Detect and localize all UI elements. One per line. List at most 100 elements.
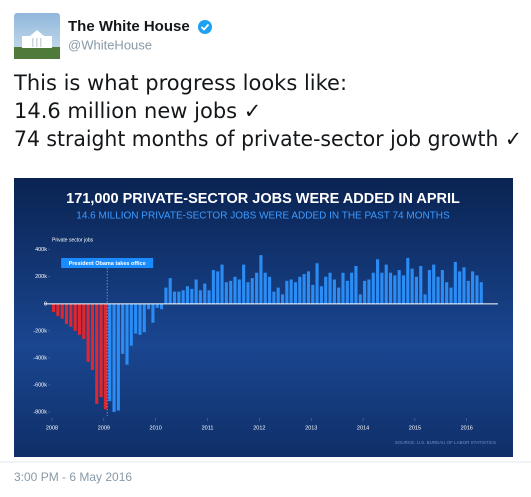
bar (172, 291, 177, 304)
bar (177, 291, 181, 304)
bar (432, 264, 436, 304)
bar (350, 272, 354, 304)
bar (393, 275, 397, 304)
bar (376, 259, 380, 304)
y-tick-label: 400k (35, 247, 47, 253)
bar (388, 272, 393, 304)
tweet-text: 14.6 million new jobs ✓ (14, 99, 261, 123)
bar (185, 286, 190, 304)
annotation-box (61, 258, 154, 268)
bar (354, 265, 358, 304)
bar (302, 274, 306, 304)
bar (289, 279, 293, 304)
chart-title: 171,000 PRIVATE-SECTOR JOBS WERE ADDED I… (66, 191, 460, 207)
bar (242, 264, 246, 304)
bar (298, 276, 302, 304)
bar (142, 303, 146, 333)
bar (90, 303, 94, 371)
bar (233, 276, 237, 304)
y-tick-label: -600k (33, 382, 47, 388)
annotation-text: President Obama takes office (69, 261, 146, 267)
bar (436, 276, 440, 304)
bar (272, 291, 276, 304)
bar (211, 270, 215, 304)
bar (194, 279, 198, 304)
verified-badge (198, 20, 212, 34)
x-tick-label: 2010 (150, 425, 162, 431)
bar (401, 275, 406, 304)
tweet-text: 74 straight months of private-sector job… (14, 127, 522, 151)
bar (449, 287, 453, 304)
account-name[interactable]: The White House (68, 18, 190, 35)
bar (95, 303, 99, 404)
bar (358, 294, 362, 304)
bar (73, 303, 77, 331)
x-tick-label: 2008 (46, 425, 58, 431)
bar (181, 290, 185, 304)
bar (220, 264, 224, 304)
bar (315, 263, 319, 304)
bar (159, 303, 164, 310)
bar (410, 268, 414, 304)
bar (168, 278, 172, 304)
bar (190, 288, 194, 304)
bar (406, 257, 410, 304)
bar (155, 303, 159, 308)
bar (82, 303, 86, 339)
bar (64, 303, 69, 325)
bar (259, 255, 263, 304)
bar (471, 271, 475, 304)
source: SOURCE: U.S. BUREAU OF LABOR STATISTICS (395, 440, 496, 445)
bar (121, 303, 125, 354)
bar (250, 278, 254, 304)
bar (198, 290, 202, 304)
bar (147, 303, 151, 310)
bar (268, 276, 272, 304)
bar (311, 284, 315, 304)
bar (229, 280, 233, 304)
timestamp[interactable]: 3:00 PM - 6 May 2016 (14, 470, 132, 484)
bar (207, 290, 211, 304)
bar (129, 303, 133, 346)
x-tick-label: 2009 (98, 425, 110, 431)
bar (453, 261, 457, 304)
bar (56, 303, 60, 316)
bar (397, 270, 401, 304)
bar (263, 272, 267, 304)
bar (458, 271, 462, 304)
bar (445, 282, 449, 304)
bar (363, 280, 367, 304)
y-tick-label: -200k (33, 328, 47, 334)
bar (276, 287, 280, 304)
avatar[interactable] (14, 13, 60, 59)
bar (380, 272, 384, 304)
bar (164, 287, 168, 304)
bar (466, 280, 470, 304)
bar (345, 280, 349, 304)
x-tick-label: 2015 (409, 425, 421, 431)
chart-subtitle: 14.6 MILLION PRIVATE-SECTOR JOBS WERE AD… (76, 211, 450, 222)
bar (423, 294, 427, 304)
bar (324, 276, 328, 304)
x-tick-label: 2011 (202, 425, 214, 431)
bar (293, 282, 298, 304)
account-handle[interactable]: @WhiteHouse (68, 37, 152, 52)
bar (237, 279, 241, 304)
bar (69, 303, 73, 327)
chart-image[interactable]: 171,000 PRIVATE-SECTOR JOBS WERE ADDED I… (14, 178, 513, 457)
x-tick-label: 2014 (357, 425, 369, 431)
bar (367, 279, 371, 304)
bar (246, 282, 250, 304)
bar (60, 303, 64, 319)
bar (337, 287, 341, 304)
bar (86, 303, 90, 362)
bar (116, 303, 120, 411)
bar (332, 279, 336, 304)
bar (216, 271, 220, 304)
bar (255, 272, 259, 304)
x-tick-label: 2013 (305, 425, 317, 431)
bar (440, 270, 444, 304)
bar (151, 303, 155, 323)
